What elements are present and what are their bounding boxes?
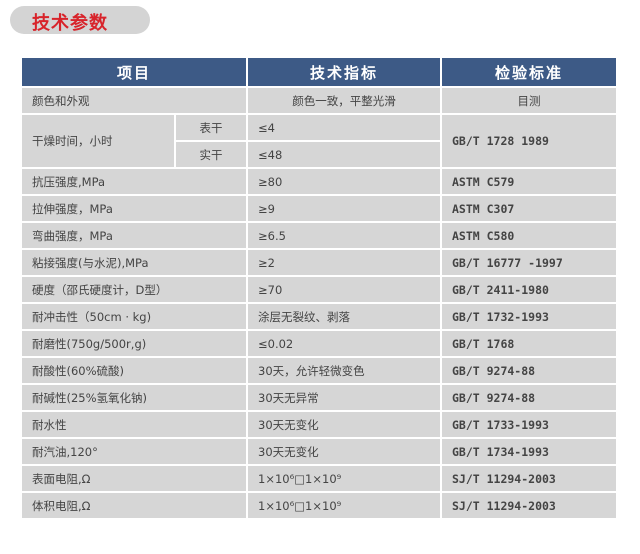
spec-cell: 30天，允许轻微变色 (248, 358, 440, 383)
table-row: 耐冲击性（50cm · kg) 涂层无裂纹、剥落 GB/T 1732-1993 (22, 304, 616, 329)
table-row: 体积电阻,Ω 1×10⁶□1×10⁹ SJ/T 11294-2003 (22, 493, 616, 518)
spec-cell: ≤0.02 (248, 331, 440, 356)
spec-cell: ≤48 (248, 142, 440, 167)
standard-cell: ASTM C579 (442, 169, 616, 194)
spec-cell: ≥80 (248, 169, 440, 194)
standard-cell: GB/T 1734-1993 (442, 439, 616, 464)
spec-cell: ≥70 (248, 277, 440, 302)
table-row: 弯曲强度，MPa ≥6.5 ASTM C580 (22, 223, 616, 248)
item-cell: 抗压强度,MPa (22, 169, 246, 194)
standard-cell: GB/T 1732-1993 (442, 304, 616, 329)
item-cell: 颜色和外观 (22, 88, 246, 113)
table-row: 拉伸强度，MPa ≥9 ASTM C307 (22, 196, 616, 221)
item-cell: 粘接强度(与水泥),MPa (22, 250, 246, 275)
spec-cell: 1×10⁶□1×10⁹ (248, 466, 440, 491)
item-cell: 干燥时间，小时 (22, 115, 174, 167)
item-cell: 耐冲击性（50cm · kg) (22, 304, 246, 329)
table-row: 实干 ≤48 (22, 142, 616, 167)
spec-cell: 30天无变化 (248, 439, 440, 464)
item-cell: 耐磨性(750g/500r,g) (22, 331, 246, 356)
item-cell: 耐水性 (22, 412, 246, 437)
section-title: 技术参数 (32, 13, 108, 34)
item-cell: 耐酸性(60%硫酸) (22, 358, 246, 383)
item-cell: 耐汽油,120° (22, 439, 246, 464)
item-cell: 表面电阻,Ω (22, 466, 246, 491)
standard-cell: 目测 (442, 88, 616, 113)
table-row: 表面电阻,Ω 1×10⁶□1×10⁹ SJ/T 11294-2003 (22, 466, 616, 491)
standard-cell: GB/T 1728 1989 (442, 115, 616, 167)
header-item: 项目 (22, 58, 246, 86)
table-row: 硬度（邵氏硬度计，D型） ≥70 GB/T 2411-1980 (22, 277, 616, 302)
spec-cell: ≥6.5 (248, 223, 440, 248)
spec-cell: 颜色一致，平整光滑 (248, 88, 440, 113)
table-header: 项目 技术指标 检验标准 (22, 58, 616, 86)
item-cell: 硬度（邵氏硬度计，D型） (22, 277, 246, 302)
table-row: 耐酸性(60%硫酸) 30天，允许轻微变色 GB/T 9274-88 (22, 358, 616, 383)
standard-cell: SJ/T 11294-2003 (442, 493, 616, 518)
header-standard: 检验标准 (442, 58, 616, 86)
table-row: 抗压强度,MPa ≥80 ASTM C579 (22, 169, 616, 194)
spec-cell: ≥2 (248, 250, 440, 275)
standard-cell: GB/T 1733-1993 (442, 412, 616, 437)
item-cell: 拉伸强度，MPa (22, 196, 246, 221)
table-row: 干燥时间，小时 表干 ≤4 GB/T 1728 1989 (22, 115, 616, 167)
standard-cell: GB/T 2411-1980 (442, 277, 616, 302)
spec-cell: 涂层无裂纹、剥落 (248, 304, 440, 329)
standard-cell: SJ/T 11294-2003 (442, 466, 616, 491)
item-cell: 弯曲强度，MPa (22, 223, 246, 248)
sub-item-cell: 表干 (176, 115, 246, 140)
spec-cell: 30天无异常 (248, 385, 440, 410)
spec-table: 项目 技术指标 检验标准 颜色和外观 颜色一致，平整光滑 目测 干燥时间，小时 … (20, 56, 618, 520)
spec-cell: 30天无变化 (248, 412, 440, 437)
spec-cell: ≤4 (248, 115, 440, 140)
standard-cell: GB/T 1768 (442, 331, 616, 356)
table-row: 耐磨性(750g/500r,g) ≤0.02 GB/T 1768 (22, 331, 616, 356)
standard-cell: GB/T 9274-88 (442, 385, 616, 410)
header-spec: 技术指标 (248, 58, 440, 86)
table-row: 耐水性 30天无变化 GB/T 1733-1993 (22, 412, 616, 437)
standard-cell: ASTM C307 (442, 196, 616, 221)
item-cell: 耐碱性(25%氢氧化钠) (22, 385, 246, 410)
sub-item-cell: 实干 (176, 142, 246, 167)
table-row: 耐碱性(25%氢氧化钠) 30天无异常 GB/T 9274-88 (22, 385, 616, 410)
spec-cell: 1×10⁶□1×10⁹ (248, 493, 440, 518)
standard-cell: GB/T 16777 -1997 (442, 250, 616, 275)
table-row: 颜色和外观 颜色一致，平整光滑 目测 (22, 88, 616, 113)
standard-cell: GB/T 9274-88 (442, 358, 616, 383)
section-title-pill: 技术参数 (10, 6, 150, 34)
table-row: 粘接强度(与水泥),MPa ≥2 GB/T 16777 -1997 (22, 250, 616, 275)
spec-cell: ≥9 (248, 196, 440, 221)
standard-cell: ASTM C580 (442, 223, 616, 248)
table-row: 耐汽油,120° 30天无变化 GB/T 1734-1993 (22, 439, 616, 464)
item-cell: 体积电阻,Ω (22, 493, 246, 518)
